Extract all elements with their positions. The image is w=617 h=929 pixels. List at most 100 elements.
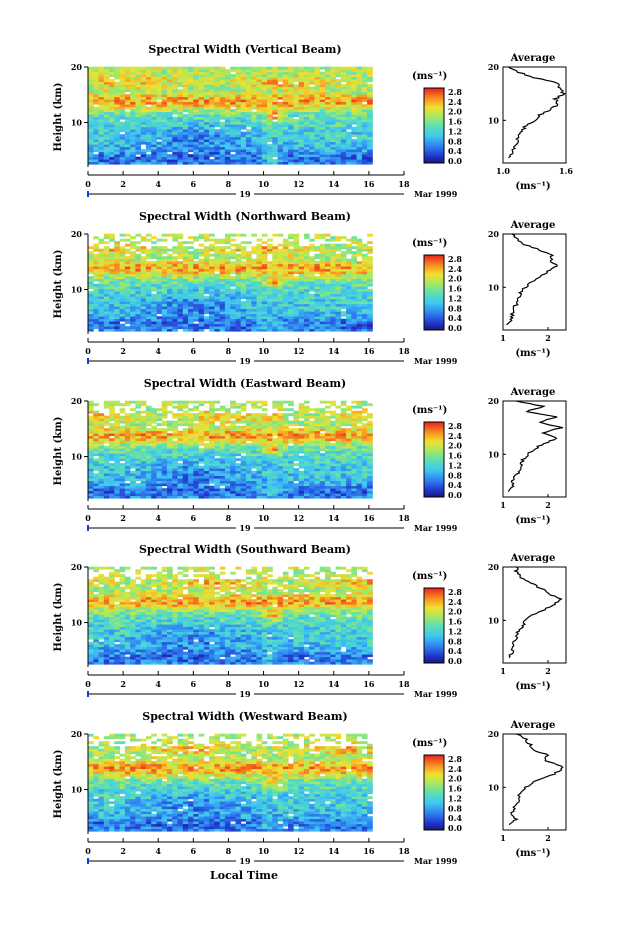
heatmap-cell (182, 126, 189, 130)
heatmap-cell (309, 89, 315, 93)
heatmap-cell (114, 278, 120, 282)
heatmap-cell (103, 141, 110, 145)
heatmap-cell (367, 263, 373, 267)
heatmap-cell (335, 236, 342, 240)
heatmap-cell (114, 66, 120, 70)
heatmap-cell (135, 276, 142, 280)
heatmap-cell (114, 435, 120, 439)
heatmap-cell (214, 473, 221, 477)
heatmap-cell (240, 149, 247, 153)
heatmap-cell (356, 101, 363, 105)
heatmap-cell (93, 263, 99, 267)
heatmap-cell (219, 69, 226, 73)
heatmap-cell (335, 134, 342, 138)
heatmap-cell (235, 101, 242, 105)
heatmap-cell (335, 124, 342, 128)
heatmap-cell (335, 248, 342, 252)
heatmap-cell (167, 485, 173, 489)
heatmap-cell (172, 238, 178, 242)
heatmap-cell (151, 159, 157, 163)
heatmap-cell (114, 475, 120, 479)
heatmap-cell (114, 268, 120, 272)
heatmap-cell (256, 114, 263, 118)
heatmap-cell (246, 156, 252, 160)
heatmap-cell (124, 445, 131, 449)
heatmap-cell (119, 81, 126, 85)
heatmap-cell (224, 490, 231, 494)
heatmap-cell (193, 316, 199, 320)
heatmap-cell (114, 458, 120, 462)
heatmap-cell (288, 278, 294, 282)
heatmap-cell (145, 141, 152, 145)
heatmap-cell (130, 116, 136, 120)
heatmap-cell (203, 121, 210, 125)
heatmap-cell (219, 291, 226, 295)
heatmap-cell (325, 276, 331, 280)
heatmap-cell (256, 116, 263, 120)
heatmap-cell (167, 146, 173, 150)
heatmap-cell (124, 453, 131, 457)
heatmap-cell (251, 276, 257, 280)
heatmap-cell (303, 69, 310, 73)
heatmap-cell (140, 286, 147, 290)
heatmap-cell (209, 96, 215, 100)
heatmap-cell (177, 448, 184, 452)
heatmap-cell (93, 116, 99, 120)
heatmap-cell (103, 146, 110, 150)
heatmap-cell (103, 458, 110, 462)
heatmap-cell (193, 248, 199, 252)
heatmap-cell (156, 246, 163, 250)
heatmap-cell (167, 495, 173, 499)
heatmap-cell (288, 124, 294, 128)
heatmap-cell (145, 428, 152, 432)
heatmap-cell (309, 258, 315, 262)
heatmap-cell (124, 413, 131, 417)
heatmap-cell (335, 318, 342, 322)
heatmap-cell (151, 323, 157, 327)
heatmap-cell (346, 258, 352, 262)
heatmap-cell (193, 408, 199, 412)
heatmap-cell (119, 256, 126, 260)
heatmap-cell (235, 266, 242, 270)
heatmap-cell (319, 111, 326, 115)
heatmap-cell (93, 450, 99, 454)
heatmap-cell (156, 306, 163, 310)
heatmap-cell (182, 91, 189, 95)
heatmap-cell (282, 323, 289, 327)
heatmap-cell (356, 281, 363, 285)
heatmap-cell (93, 243, 99, 247)
heatmap-cell (119, 433, 126, 437)
heatmap-cell (240, 99, 247, 103)
heatmap-cell (277, 136, 284, 140)
heatmap-cell (167, 493, 173, 497)
heatmap-cell (251, 328, 257, 332)
heatmap-cell (161, 301, 168, 305)
heatmap-cell (219, 288, 226, 292)
heatmap-cell (288, 263, 294, 267)
heatmap-cell (114, 326, 120, 330)
heatmap-cell (193, 480, 199, 484)
heatmap-cell (293, 258, 300, 262)
heatmap-cell (198, 273, 205, 277)
heatmap-cell (145, 89, 152, 93)
heatmap-cell (256, 104, 263, 108)
heatmap-cell (98, 253, 105, 257)
heatmap-cell (367, 241, 373, 245)
heatmap-cell (214, 129, 221, 133)
heatmap-cell (156, 465, 163, 469)
heatmap-cell (172, 251, 178, 255)
heatmap-cell (98, 154, 105, 158)
heatmap-cell (151, 84, 157, 88)
heatmap-cell (188, 76, 194, 80)
heatmap-cell (261, 288, 268, 292)
heatmap-cell (303, 321, 310, 325)
heatmap-cell (119, 311, 126, 315)
heatmap-cell (161, 448, 168, 452)
heatmap-cell (325, 316, 331, 320)
heatmap-cell (340, 114, 347, 118)
heatmap-cell (267, 298, 273, 302)
heatmap-cell (109, 256, 115, 260)
heatmap-cell (224, 76, 231, 80)
heatmap-cell (214, 313, 221, 317)
heatmap-cell (103, 241, 110, 245)
